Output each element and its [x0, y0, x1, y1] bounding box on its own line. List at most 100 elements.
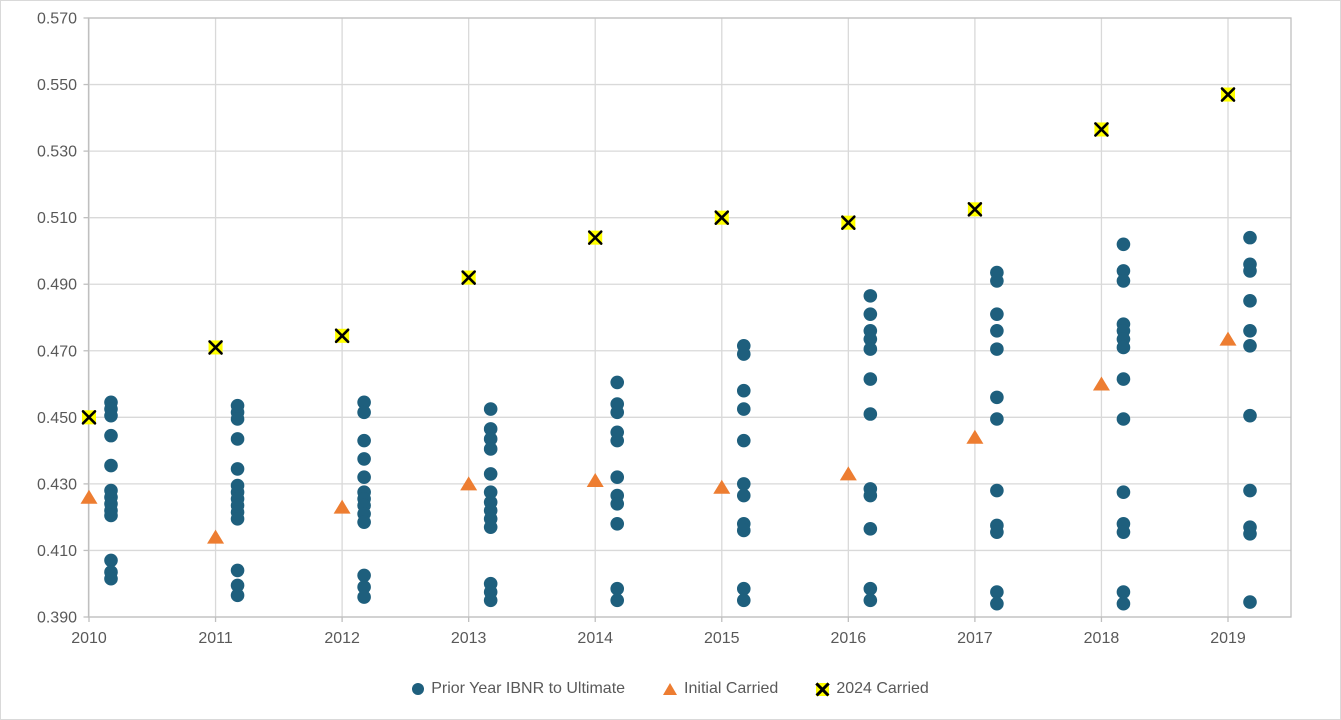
data-point-prior-year-ibnr[interactable]	[1116, 274, 1131, 288]
data-point-initial-carried[interactable]	[80, 489, 98, 504]
data-point-prior-year-ibnr[interactable]	[863, 407, 878, 421]
data-point-prior-year-ibnr[interactable]	[1116, 596, 1131, 611]
data-point-initial-carried[interactable]	[333, 499, 351, 514]
data-point-prior-year-ibnr[interactable]	[610, 433, 625, 448]
data-point-prior-year-ibnr[interactable]	[1243, 264, 1257, 278]
data-point-initial-carried[interactable]	[966, 429, 984, 444]
data-point-initial-carried[interactable]	[586, 473, 604, 488]
data-point-prior-year-ibnr[interactable]	[230, 588, 245, 603]
data-point-2024-carried[interactable]	[841, 215, 856, 230]
data-point-prior-year-ibnr[interactable]	[230, 462, 245, 476]
data-point-prior-year-ibnr[interactable]	[1116, 340, 1131, 355]
data-point-prior-year-ibnr[interactable]	[863, 581, 878, 596]
data-point-initial-carried[interactable]	[713, 479, 731, 494]
data-point-prior-year-ibnr[interactable]	[1116, 585, 1131, 599]
data-point-initial-carried[interactable]	[460, 476, 478, 491]
data-point-2024-carried[interactable]	[967, 202, 983, 217]
data-point-prior-year-ibnr[interactable]	[610, 517, 625, 531]
data-point-prior-year-ibnr[interactable]	[736, 383, 751, 398]
data-point-prior-year-ibnr[interactable]	[1243, 483, 1257, 498]
data-point-prior-year-ibnr[interactable]	[230, 563, 245, 578]
data-point-prior-year-ibnr[interactable]	[483, 485, 498, 500]
data-point-prior-year-ibnr[interactable]	[863, 342, 878, 356]
data-point-prior-year-ibnr[interactable]	[104, 458, 118, 473]
data-point-prior-year-ibnr[interactable]	[863, 332, 878, 346]
data-point-prior-year-ibnr[interactable]	[1243, 324, 1257, 338]
data-point-prior-year-ibnr[interactable]	[990, 525, 1004, 539]
data-point-initial-carried[interactable]	[1092, 376, 1110, 391]
data-point-prior-year-ibnr[interactable]	[990, 585, 1004, 599]
data-point-prior-year-ibnr[interactable]	[1116, 485, 1131, 500]
data-point-prior-year-ibnr[interactable]	[990, 412, 1004, 426]
data-point-prior-year-ibnr[interactable]	[104, 553, 118, 568]
data-point-prior-year-ibnr[interactable]	[483, 422, 498, 436]
data-point-prior-year-ibnr[interactable]	[357, 452, 371, 466]
data-point-prior-year-ibnr[interactable]	[736, 523, 751, 538]
data-point-prior-year-ibnr[interactable]	[736, 581, 751, 596]
data-point-initial-carried[interactable]	[1219, 331, 1237, 346]
data-point-prior-year-ibnr[interactable]	[990, 390, 1004, 405]
data-point-prior-year-ibnr[interactable]	[1116, 264, 1131, 278]
data-point-prior-year-ibnr[interactable]	[483, 402, 498, 416]
data-point-prior-year-ibnr[interactable]	[610, 581, 625, 596]
legend-item-initial-carried[interactable]: Initial Carried	[663, 680, 778, 698]
data-point-prior-year-ibnr[interactable]	[1116, 412, 1131, 426]
data-point-2024-carried[interactable]	[1220, 87, 1236, 102]
data-point-prior-year-ibnr[interactable]	[990, 342, 1004, 356]
data-point-prior-year-ibnr[interactable]	[483, 442, 498, 456]
data-point-prior-year-ibnr[interactable]	[1243, 294, 1257, 308]
data-point-prior-year-ibnr[interactable]	[357, 395, 371, 410]
data-point-prior-year-ibnr[interactable]	[610, 593, 625, 608]
data-point-prior-year-ibnr[interactable]	[990, 596, 1004, 611]
data-point-prior-year-ibnr[interactable]	[610, 375, 625, 390]
data-point-2024-carried[interactable]	[334, 328, 350, 344]
data-point-2024-carried[interactable]	[208, 340, 223, 355]
data-point-prior-year-ibnr[interactable]	[483, 593, 498, 608]
data-point-prior-year-ibnr[interactable]	[736, 402, 751, 416]
data-point-prior-year-ibnr[interactable]	[736, 593, 751, 608]
data-point-prior-year-ibnr[interactable]	[357, 590, 371, 604]
data-point-prior-year-ibnr[interactable]	[104, 508, 118, 523]
data-point-prior-year-ibnr[interactable]	[736, 488, 751, 503]
data-point-2024-carried[interactable]	[714, 210, 730, 225]
data-point-prior-year-ibnr[interactable]	[230, 432, 245, 446]
data-point-initial-carried[interactable]	[839, 466, 857, 481]
data-point-prior-year-ibnr[interactable]	[736, 433, 751, 448]
data-point-prior-year-ibnr[interactable]	[1243, 230, 1257, 245]
data-point-prior-year-ibnr[interactable]	[863, 307, 878, 321]
data-point-prior-year-ibnr[interactable]	[863, 522, 878, 536]
data-point-prior-year-ibnr[interactable]	[990, 483, 1004, 498]
data-point-prior-year-ibnr[interactable]	[483, 520, 498, 534]
data-point-prior-year-ibnr[interactable]	[357, 433, 371, 448]
data-point-prior-year-ibnr[interactable]	[863, 593, 878, 608]
data-point-prior-year-ibnr[interactable]	[1116, 525, 1131, 539]
data-point-prior-year-ibnr[interactable]	[990, 307, 1004, 321]
data-point-prior-year-ibnr[interactable]	[736, 347, 751, 361]
data-point-prior-year-ibnr[interactable]	[104, 408, 118, 423]
data-point-prior-year-ibnr[interactable]	[357, 470, 371, 485]
data-point-prior-year-ibnr[interactable]	[736, 477, 751, 491]
data-point-prior-year-ibnr[interactable]	[610, 405, 625, 420]
data-point-2024-carried[interactable]	[461, 270, 476, 285]
data-point-2024-carried[interactable]	[587, 230, 603, 245]
data-point-prior-year-ibnr[interactable]	[863, 372, 878, 386]
data-point-prior-year-ibnr[interactable]	[1243, 408, 1257, 423]
data-point-prior-year-ibnr[interactable]	[230, 578, 245, 593]
legend-item-prior-year-ibnr-to-ultimate[interactable]: Prior Year IBNR to Ultimate	[412, 680, 625, 698]
legend-item-2024-carried[interactable]: 2024 Carried	[816, 680, 929, 698]
data-point-prior-year-ibnr[interactable]	[230, 412, 245, 426]
data-point-2024-carried[interactable]	[81, 410, 97, 425]
data-point-prior-year-ibnr[interactable]	[863, 488, 878, 503]
data-point-prior-year-ibnr[interactable]	[610, 470, 625, 485]
data-point-prior-year-ibnr[interactable]	[1243, 595, 1257, 609]
data-point-prior-year-ibnr[interactable]	[357, 515, 371, 529]
data-point-prior-year-ibnr[interactable]	[1116, 372, 1131, 386]
data-point-prior-year-ibnr[interactable]	[230, 512, 245, 526]
data-point-prior-year-ibnr[interactable]	[357, 568, 371, 583]
data-point-prior-year-ibnr[interactable]	[1243, 527, 1257, 541]
data-point-prior-year-ibnr[interactable]	[863, 289, 878, 303]
data-point-prior-year-ibnr[interactable]	[357, 580, 371, 594]
data-point-prior-year-ibnr[interactable]	[483, 467, 498, 481]
data-point-prior-year-ibnr[interactable]	[610, 497, 625, 511]
data-point-prior-year-ibnr[interactable]	[104, 428, 118, 443]
